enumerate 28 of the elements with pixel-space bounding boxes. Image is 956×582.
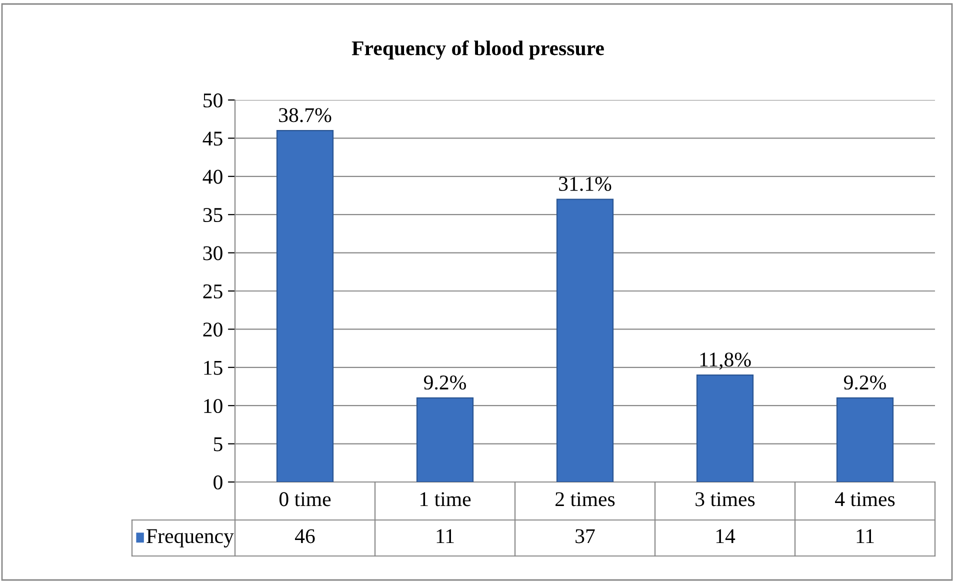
legend-label: Frequency	[146, 529, 234, 548]
data-label: 37	[576, 529, 595, 544]
x-tick-label: 2 times	[556, 492, 615, 506]
annotation: 38.7%	[279, 108, 332, 122]
data-label: 11	[856, 529, 874, 544]
y-tick-label: 50	[204, 93, 222, 108]
annotation: 9.2%	[844, 376, 886, 390]
x-tick-label: 1 time	[420, 492, 471, 506]
y-tick-label: 25	[203, 284, 222, 298]
y-tick-label: 30	[203, 246, 222, 260]
y-tick-label: 45	[202, 132, 222, 146]
chart-title: Frequency of blood pressure	[352, 40, 604, 60]
annotation: 9.2%	[424, 376, 466, 390]
y-tick-label: 10	[204, 398, 222, 414]
x-tick-label: 0 time	[279, 492, 331, 506]
annotation: 31.1%	[559, 176, 612, 192]
x-tick-label: 4 times	[835, 492, 895, 506]
y-tick-label: 0	[214, 475, 222, 490]
data-label: 11	[436, 529, 454, 544]
y-tick-label: 35	[203, 208, 222, 222]
y-tick-label: 15	[204, 360, 222, 375]
data-label: 14	[716, 529, 736, 544]
y-tick-label: 40	[202, 170, 222, 184]
y-tick-label: 20	[203, 322, 222, 337]
y-tick-label: 5	[214, 437, 222, 452]
x-tick-label: 3 times	[696, 492, 755, 506]
data-label: 46	[294, 529, 315, 544]
annotation: 11,8%	[700, 352, 751, 370]
